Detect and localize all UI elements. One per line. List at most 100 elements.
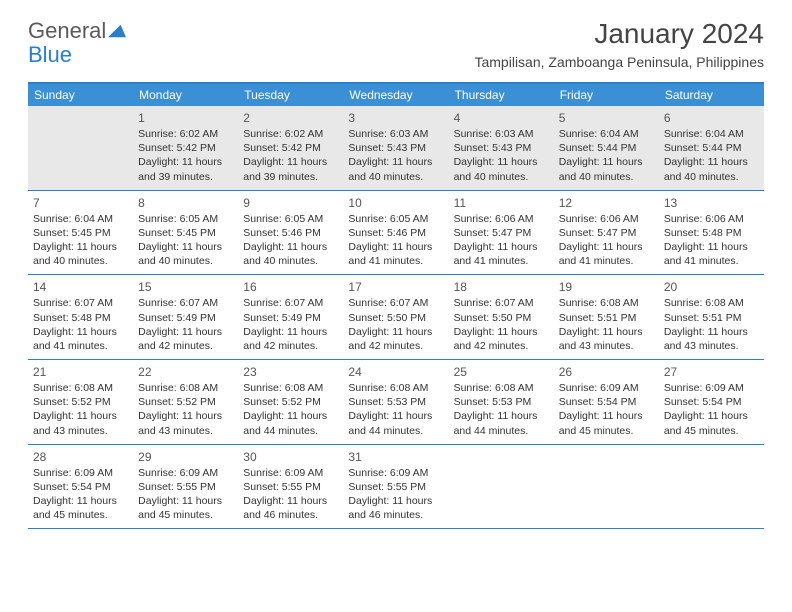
day-data: Sunrise: 6:03 AMSunset: 5:43 PMDaylight:…	[454, 127, 549, 184]
week-row: 28Sunrise: 6:09 AMSunset: 5:54 PMDayligh…	[28, 445, 764, 530]
day-cell: 2Sunrise: 6:02 AMSunset: 5:42 PMDaylight…	[238, 106, 343, 190]
logo: General	[28, 18, 128, 44]
dow-cell: Wednesday	[343, 84, 448, 106]
week-row: 7Sunrise: 6:04 AMSunset: 5:45 PMDaylight…	[28, 191, 764, 276]
day-cell: 8Sunrise: 6:05 AMSunset: 5:45 PMDaylight…	[133, 191, 238, 275]
day-number: 11	[454, 194, 549, 212]
day-cell: 16Sunrise: 6:07 AMSunset: 5:49 PMDayligh…	[238, 275, 343, 359]
day-cell: 14Sunrise: 6:07 AMSunset: 5:48 PMDayligh…	[28, 275, 133, 359]
day-cell	[554, 445, 659, 529]
day-number: 26	[559, 363, 654, 381]
day-data: Sunrise: 6:03 AMSunset: 5:43 PMDaylight:…	[348, 127, 443, 184]
header: General January 2024 Tampilisan, Zamboan…	[0, 0, 792, 76]
logo-text-blue: Blue	[28, 42, 72, 67]
day-cell: 17Sunrise: 6:07 AMSunset: 5:50 PMDayligh…	[343, 275, 448, 359]
dow-cell: Monday	[133, 84, 238, 106]
day-cell: 10Sunrise: 6:05 AMSunset: 5:46 PMDayligh…	[343, 191, 448, 275]
day-number: 10	[348, 194, 443, 212]
day-number: 6	[664, 109, 759, 127]
day-data: Sunrise: 6:07 AMSunset: 5:50 PMDaylight:…	[348, 296, 443, 353]
day-cell: 27Sunrise: 6:09 AMSunset: 5:54 PMDayligh…	[659, 360, 764, 444]
day-cell: 12Sunrise: 6:06 AMSunset: 5:47 PMDayligh…	[554, 191, 659, 275]
day-cell: 11Sunrise: 6:06 AMSunset: 5:47 PMDayligh…	[449, 191, 554, 275]
day-number: 1	[138, 109, 233, 127]
location-text: Tampilisan, Zamboanga Peninsula, Philipp…	[474, 54, 764, 70]
day-cell: 30Sunrise: 6:09 AMSunset: 5:55 PMDayligh…	[238, 445, 343, 529]
day-cell: 6Sunrise: 6:04 AMSunset: 5:44 PMDaylight…	[659, 106, 764, 190]
logo-text-general: General	[28, 18, 106, 44]
day-data: Sunrise: 6:04 AMSunset: 5:44 PMDaylight:…	[664, 127, 759, 184]
dow-cell: Saturday	[659, 84, 764, 106]
day-cell: 15Sunrise: 6:07 AMSunset: 5:49 PMDayligh…	[133, 275, 238, 359]
month-title: January 2024	[474, 18, 764, 50]
day-number: 25	[454, 363, 549, 381]
day-data: Sunrise: 6:05 AMSunset: 5:46 PMDaylight:…	[348, 212, 443, 269]
dow-cell: Thursday	[449, 84, 554, 106]
day-cell: 29Sunrise: 6:09 AMSunset: 5:55 PMDayligh…	[133, 445, 238, 529]
day-cell: 4Sunrise: 6:03 AMSunset: 5:43 PMDaylight…	[449, 106, 554, 190]
day-number: 18	[454, 278, 549, 296]
week-row: 21Sunrise: 6:08 AMSunset: 5:52 PMDayligh…	[28, 360, 764, 445]
day-number: 21	[33, 363, 128, 381]
day-number: 27	[664, 363, 759, 381]
day-number: 12	[559, 194, 654, 212]
day-number: 19	[559, 278, 654, 296]
day-data: Sunrise: 6:08 AMSunset: 5:51 PMDaylight:…	[664, 296, 759, 353]
day-cell: 23Sunrise: 6:08 AMSunset: 5:52 PMDayligh…	[238, 360, 343, 444]
days-of-week-row: SundayMondayTuesdayWednesdayThursdayFrid…	[28, 84, 764, 106]
day-data: Sunrise: 6:06 AMSunset: 5:48 PMDaylight:…	[664, 212, 759, 269]
day-data: Sunrise: 6:08 AMSunset: 5:52 PMDaylight:…	[33, 381, 128, 438]
day-data: Sunrise: 6:08 AMSunset: 5:53 PMDaylight:…	[454, 381, 549, 438]
weeks-container: 1Sunrise: 6:02 AMSunset: 5:42 PMDaylight…	[28, 106, 764, 529]
day-data: Sunrise: 6:09 AMSunset: 5:54 PMDaylight:…	[664, 381, 759, 438]
day-data: Sunrise: 6:07 AMSunset: 5:48 PMDaylight:…	[33, 296, 128, 353]
day-number: 2	[243, 109, 338, 127]
day-cell: 7Sunrise: 6:04 AMSunset: 5:45 PMDaylight…	[28, 191, 133, 275]
day-cell: 3Sunrise: 6:03 AMSunset: 5:43 PMDaylight…	[343, 106, 448, 190]
day-cell: 20Sunrise: 6:08 AMSunset: 5:51 PMDayligh…	[659, 275, 764, 359]
day-cell	[449, 445, 554, 529]
day-cell: 26Sunrise: 6:09 AMSunset: 5:54 PMDayligh…	[554, 360, 659, 444]
day-cell: 18Sunrise: 6:07 AMSunset: 5:50 PMDayligh…	[449, 275, 554, 359]
day-data: Sunrise: 6:09 AMSunset: 5:55 PMDaylight:…	[138, 466, 233, 523]
day-cell: 21Sunrise: 6:08 AMSunset: 5:52 PMDayligh…	[28, 360, 133, 444]
day-data: Sunrise: 6:05 AMSunset: 5:45 PMDaylight:…	[138, 212, 233, 269]
day-cell	[28, 106, 133, 190]
day-number: 30	[243, 448, 338, 466]
day-number: 15	[138, 278, 233, 296]
day-data: Sunrise: 6:09 AMSunset: 5:54 PMDaylight:…	[33, 466, 128, 523]
day-number: 24	[348, 363, 443, 381]
day-number: 8	[138, 194, 233, 212]
dow-cell: Sunday	[28, 84, 133, 106]
day-data: Sunrise: 6:05 AMSunset: 5:46 PMDaylight:…	[243, 212, 338, 269]
day-number: 13	[664, 194, 759, 212]
dow-cell: Tuesday	[238, 84, 343, 106]
logo-triangle-icon	[108, 24, 126, 38]
day-cell: 5Sunrise: 6:04 AMSunset: 5:44 PMDaylight…	[554, 106, 659, 190]
day-number: 4	[454, 109, 549, 127]
day-data: Sunrise: 6:07 AMSunset: 5:49 PMDaylight:…	[243, 296, 338, 353]
day-number: 3	[348, 109, 443, 127]
week-row: 14Sunrise: 6:07 AMSunset: 5:48 PMDayligh…	[28, 275, 764, 360]
day-number: 20	[664, 278, 759, 296]
day-data: Sunrise: 6:07 AMSunset: 5:50 PMDaylight:…	[454, 296, 549, 353]
day-data: Sunrise: 6:07 AMSunset: 5:49 PMDaylight:…	[138, 296, 233, 353]
day-number: 23	[243, 363, 338, 381]
title-block: January 2024 Tampilisan, Zamboanga Penin…	[474, 18, 764, 70]
day-cell: 22Sunrise: 6:08 AMSunset: 5:52 PMDayligh…	[133, 360, 238, 444]
week-row: 1Sunrise: 6:02 AMSunset: 5:42 PMDaylight…	[28, 106, 764, 191]
day-data: Sunrise: 6:02 AMSunset: 5:42 PMDaylight:…	[138, 127, 233, 184]
day-number: 31	[348, 448, 443, 466]
day-cell: 28Sunrise: 6:09 AMSunset: 5:54 PMDayligh…	[28, 445, 133, 529]
day-data: Sunrise: 6:06 AMSunset: 5:47 PMDaylight:…	[559, 212, 654, 269]
day-number: 17	[348, 278, 443, 296]
day-cell	[659, 445, 764, 529]
day-number: 22	[138, 363, 233, 381]
day-data: Sunrise: 6:08 AMSunset: 5:52 PMDaylight:…	[138, 381, 233, 438]
day-cell: 25Sunrise: 6:08 AMSunset: 5:53 PMDayligh…	[449, 360, 554, 444]
dow-cell: Friday	[554, 84, 659, 106]
day-number: 7	[33, 194, 128, 212]
calendar: SundayMondayTuesdayWednesdayThursdayFrid…	[28, 82, 764, 529]
day-data: Sunrise: 6:06 AMSunset: 5:47 PMDaylight:…	[454, 212, 549, 269]
day-number: 28	[33, 448, 128, 466]
